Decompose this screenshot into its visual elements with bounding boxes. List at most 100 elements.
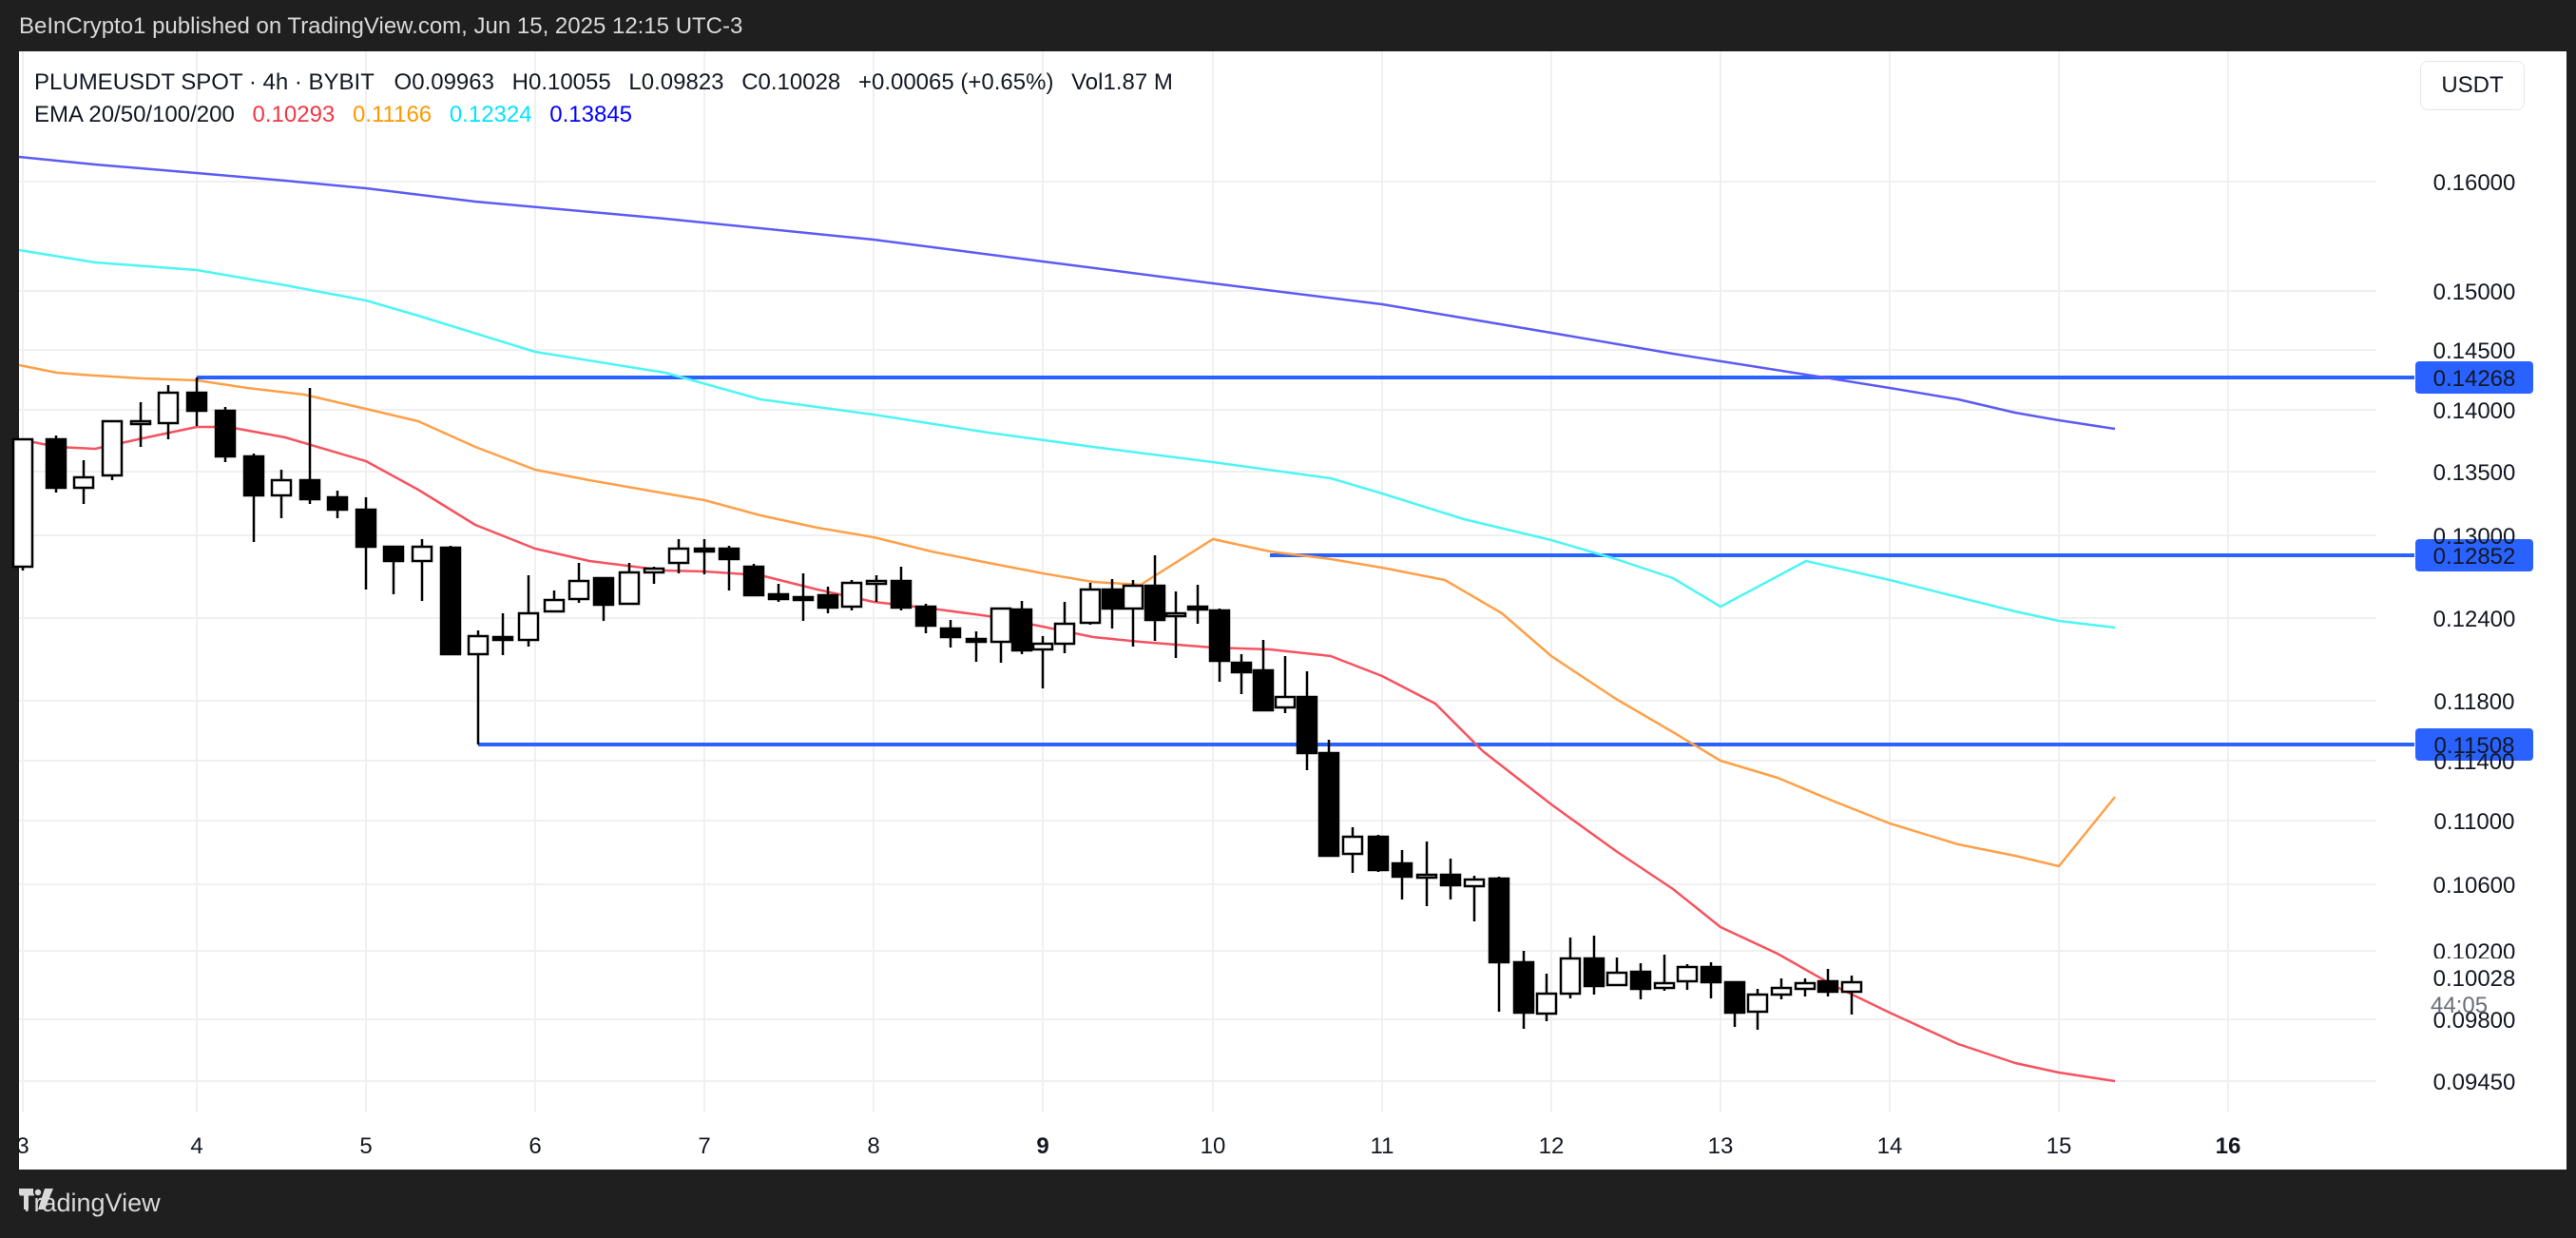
candle	[1208, 609, 1231, 682]
candle-body	[1700, 965, 1722, 984]
candle	[298, 388, 321, 504]
candle-body	[567, 579, 590, 601]
candle	[355, 497, 377, 590]
ema-label[interactable]: EMA 20/50/100/200	[34, 102, 235, 127]
candle-body	[1583, 957, 1605, 988]
price-tick-label: 0.14000	[2433, 398, 2516, 424]
high-value: H0.10055	[511, 69, 611, 95]
candle-body	[792, 595, 815, 602]
time-tick-label: 11	[1371, 1133, 1394, 1159]
tradingview-logo[interactable]: TradingView	[19, 1189, 161, 1218]
candle	[1367, 835, 1390, 872]
candle-body	[517, 611, 540, 642]
candle	[439, 546, 462, 656]
candle	[939, 620, 962, 648]
time-axis[interactable]: 3 4 5 6 7 8 9 10 11 12 13 14 15 16	[16, 1133, 2240, 1159]
candle	[1010, 601, 1033, 654]
ema20-value: 0.10293	[252, 102, 336, 127]
candle-body	[817, 593, 839, 609]
bar-countdown-label: 44:05	[2431, 993, 2488, 1018]
candle	[517, 575, 540, 647]
candle-body	[693, 547, 716, 553]
price-tick-label: 0.16000	[2433, 170, 2516, 196]
price-tick-label: 0.15000	[2433, 280, 2516, 305]
candle-body	[1010, 608, 1033, 652]
candle-body	[1676, 965, 1699, 983]
candle-body	[1629, 970, 1652, 991]
candle-body	[129, 419, 152, 426]
candle-body	[592, 576, 615, 607]
candle-body	[1122, 584, 1144, 610]
candle	[467, 630, 490, 745]
symbol-label[interactable]: PLUMEUSDT SPOT · 4h · BYBIT	[34, 69, 375, 95]
candle-body	[618, 571, 641, 606]
level-price-badge	[2415, 728, 2533, 761]
price-tick-label: 0.13000	[2433, 524, 2516, 550]
ema-lines	[18, 155, 2116, 1083]
candle	[1463, 876, 1486, 921]
ema-50-line	[18, 363, 2116, 868]
ema-100-line	[18, 248, 2116, 629]
candle-body	[45, 437, 67, 490]
candle-body	[1208, 609, 1231, 663]
candle	[1488, 877, 1510, 1012]
candle-body	[543, 598, 566, 613]
candle-body	[242, 455, 265, 497]
candle-body	[990, 607, 1012, 644]
candle-body	[840, 581, 863, 609]
candle	[1252, 640, 1275, 712]
candle-body	[1274, 695, 1297, 709]
candle	[1629, 963, 1652, 999]
level-price-label: 0.14268	[2433, 366, 2516, 392]
candle-body	[1488, 877, 1510, 964]
candle	[914, 604, 937, 633]
level-price-label: 0.11508	[2434, 733, 2515, 759]
price-tick-label: 0.11800	[2434, 689, 2515, 715]
candle	[1676, 964, 1699, 990]
price-axis[interactable]: 0.16000 0.15000 0.14500 0.14000 0.13500 0.130…	[2415, 170, 2533, 1095]
candle	[1317, 740, 1340, 858]
candle	[567, 563, 590, 603]
candle	[543, 590, 566, 613]
candle	[214, 407, 237, 462]
candle-body	[72, 475, 95, 490]
candle-body	[1252, 668, 1275, 712]
currency-button[interactable]: USDT	[2420, 61, 2525, 110]
candle	[1391, 850, 1413, 899]
candle-body	[939, 627, 962, 639]
candle	[990, 607, 1012, 663]
candle	[45, 435, 67, 493]
candle	[129, 402, 152, 447]
candle	[817, 587, 839, 613]
time-tick-label: 13	[1708, 1133, 1734, 1159]
horizontal-levels[interactable]: 0.14268 0.12852 0.11508	[197, 361, 2533, 761]
candle	[382, 545, 405, 594]
candle	[1746, 989, 1769, 1030]
candle	[1605, 958, 1628, 987]
candle-body	[214, 409, 237, 458]
candle	[270, 470, 293, 518]
candle-body	[1439, 873, 1462, 887]
candle-body	[1653, 981, 1676, 990]
candle-body	[767, 592, 790, 601]
candle	[1439, 859, 1462, 899]
candle	[157, 385, 180, 439]
grid-lines	[19, 51, 2376, 1112]
candle	[185, 377, 208, 426]
candle	[1053, 602, 1076, 653]
footer-bar: TradingView	[0, 1170, 2576, 1238]
candle	[1723, 980, 1746, 1027]
candle-body	[1164, 611, 1187, 618]
candle-body	[1391, 861, 1413, 879]
time-tick-label: 4	[190, 1133, 202, 1159]
candle	[693, 539, 716, 574]
candles	[11, 377, 1863, 1030]
candle	[1535, 974, 1558, 1021]
time-tick-label: 5	[359, 1133, 372, 1159]
candle-body	[439, 546, 462, 656]
candle	[242, 454, 265, 542]
candle-body	[965, 637, 988, 644]
candle	[1186, 585, 1209, 624]
candle-body	[865, 579, 888, 586]
